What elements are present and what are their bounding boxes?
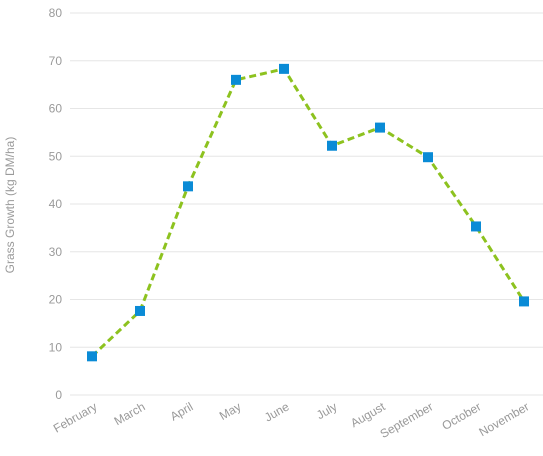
x-tick-label: March (112, 399, 148, 428)
gridlines (70, 12, 543, 396)
data-point[interactable] (183, 181, 193, 192)
series-layer (87, 63, 529, 362)
data-point[interactable] (375, 122, 385, 133)
data-point[interactable] (87, 351, 97, 362)
series-line (90, 67, 526, 358)
y-tick-label: 50 (49, 149, 63, 163)
y-tick-label: 40 (49, 197, 63, 211)
data-point[interactable] (231, 74, 241, 85)
y-axis-ticks: 0 10 20 30 40 50 60 70 80 (49, 6, 63, 402)
data-point[interactable] (423, 152, 433, 163)
data-point[interactable] (135, 305, 145, 316)
x-tick-label: July (314, 399, 339, 422)
data-point[interactable] (471, 221, 481, 232)
x-tick-label: May (217, 399, 244, 422)
y-tick-label: 10 (49, 340, 63, 354)
y-axis-title: Grass Growth (kg DM/ha) (3, 137, 17, 274)
data-point[interactable] (519, 296, 529, 307)
x-tick-label: November (477, 399, 532, 439)
y-tick-label: 0 (55, 388, 62, 402)
y-tick-label: 80 (49, 6, 63, 20)
x-tick-label: September (378, 399, 436, 440)
x-tick-label: February (51, 399, 100, 435)
x-tick-label: June (262, 399, 292, 424)
y-tick-label: 30 (49, 245, 63, 259)
x-axis-ticks: February March April May June July AugustSepte… (51, 399, 532, 441)
y-tick-label: 70 (49, 54, 63, 68)
y-tick-label: 60 (49, 102, 63, 116)
data-point[interactable] (279, 63, 289, 74)
data-point[interactable] (327, 140, 337, 151)
y-tick-label: 20 (49, 293, 63, 307)
x-tick-label: April (168, 399, 196, 423)
